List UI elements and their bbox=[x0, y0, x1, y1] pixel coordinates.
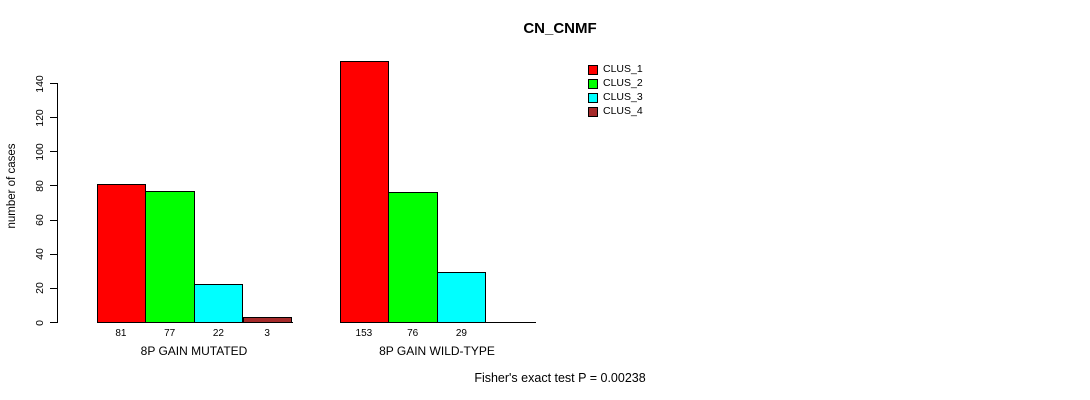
annotation-text: Fisher's exact test P = 0.00238 bbox=[474, 371, 646, 385]
bar-value-label: 153 bbox=[355, 328, 373, 339]
legend-swatch-icon bbox=[588, 78, 598, 89]
legend-swatch-icon bbox=[588, 106, 598, 117]
bar-value-label: 81 bbox=[115, 328, 127, 339]
bar-clus_2 bbox=[388, 192, 438, 323]
bar-value-label: 76 bbox=[407, 328, 419, 339]
legend-item: CLUS_3 bbox=[588, 92, 643, 103]
legend-swatch-icon bbox=[588, 64, 598, 75]
bar-clus_1 bbox=[339, 60, 389, 323]
y-tick bbox=[50, 117, 57, 119]
bar-clus_2 bbox=[145, 190, 195, 323]
y-tick bbox=[50, 83, 57, 84]
y-tick-label: 40 bbox=[34, 248, 46, 261]
y-tick bbox=[50, 287, 57, 289]
y-tick-label: 120 bbox=[34, 108, 46, 127]
y-tick-label: 100 bbox=[34, 143, 46, 161]
y-tick-label: 80 bbox=[34, 180, 46, 192]
bar-clus_4 bbox=[242, 316, 292, 323]
bar-value-label: 29 bbox=[455, 328, 467, 339]
legend-label: CLUS_2 bbox=[603, 77, 643, 89]
y-tick-label: 60 bbox=[34, 214, 46, 226]
y-tick bbox=[50, 253, 57, 255]
legend-item: CLUS_2 bbox=[588, 78, 643, 89]
y-axis-line bbox=[57, 83, 58, 323]
y-tick bbox=[50, 219, 57, 221]
y-tick-label: 0 bbox=[34, 319, 46, 326]
legend-item: CLUS_4 bbox=[588, 106, 643, 117]
legend-label: CLUS_1 bbox=[603, 63, 643, 75]
bar-clus_3 bbox=[437, 272, 487, 323]
legend-label: CLUS_3 bbox=[603, 91, 643, 103]
y-tick bbox=[50, 322, 57, 323]
bar-value-label: 77 bbox=[164, 328, 176, 339]
bar-value-label: 3 bbox=[264, 328, 270, 339]
chart-title: CN_CNMF bbox=[523, 20, 597, 37]
legend-item: CLUS_1 bbox=[588, 64, 643, 75]
legend-swatch-icon bbox=[588, 92, 598, 103]
x-category-label: 8P GAIN MUTATED bbox=[140, 344, 248, 358]
y-tick-label: 20 bbox=[34, 282, 46, 295]
legend: CLUS_1 CLUS_2 CLUS_3 CLUS_4 bbox=[588, 64, 643, 117]
bar-clus_3 bbox=[194, 284, 244, 323]
bar-value-label: 22 bbox=[212, 328, 224, 339]
x-category-label: 8P GAIN WILD-TYPE bbox=[379, 344, 495, 358]
bar-clus_1 bbox=[96, 183, 146, 323]
legend-label: CLUS_4 bbox=[603, 105, 643, 117]
y-tick-label: 140 bbox=[34, 74, 46, 93]
y-tick bbox=[50, 185, 57, 187]
y-tick bbox=[50, 151, 57, 153]
